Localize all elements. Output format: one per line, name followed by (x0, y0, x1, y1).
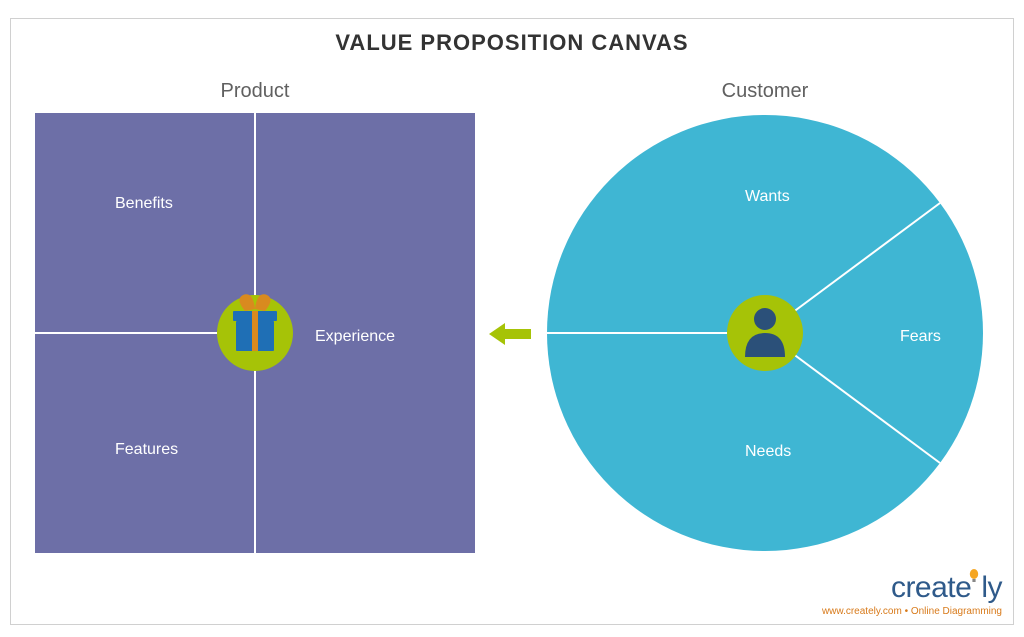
page-title: VALUE PROPOSITION CANVAS (0, 30, 1024, 56)
customer-segment-needs: Needs (745, 443, 791, 461)
arrow-icon (489, 323, 531, 345)
brand-logo: create ly (891, 571, 1002, 605)
footer-tagline: www.creately.com • Online Diagramming (822, 606, 1002, 617)
customer-segment-wants: Wants (745, 188, 790, 206)
product-segment-benefits: Benefits (115, 195, 173, 213)
product-segment-features: Features (115, 441, 178, 459)
product-heading: Product (35, 80, 475, 103)
product-panel: Benefits Experience Features (35, 113, 475, 553)
product-segment-experience: Experience (315, 328, 395, 346)
product-diagram (35, 113, 475, 553)
bulb-icon (969, 557, 979, 591)
customer-panel: Wants Fears Needs (545, 113, 985, 553)
brand-main: create (891, 571, 971, 604)
customer-segment-fears: Fears (900, 328, 941, 346)
customer-heading: Customer (545, 80, 985, 103)
brand-suffix: ly (981, 571, 1002, 604)
